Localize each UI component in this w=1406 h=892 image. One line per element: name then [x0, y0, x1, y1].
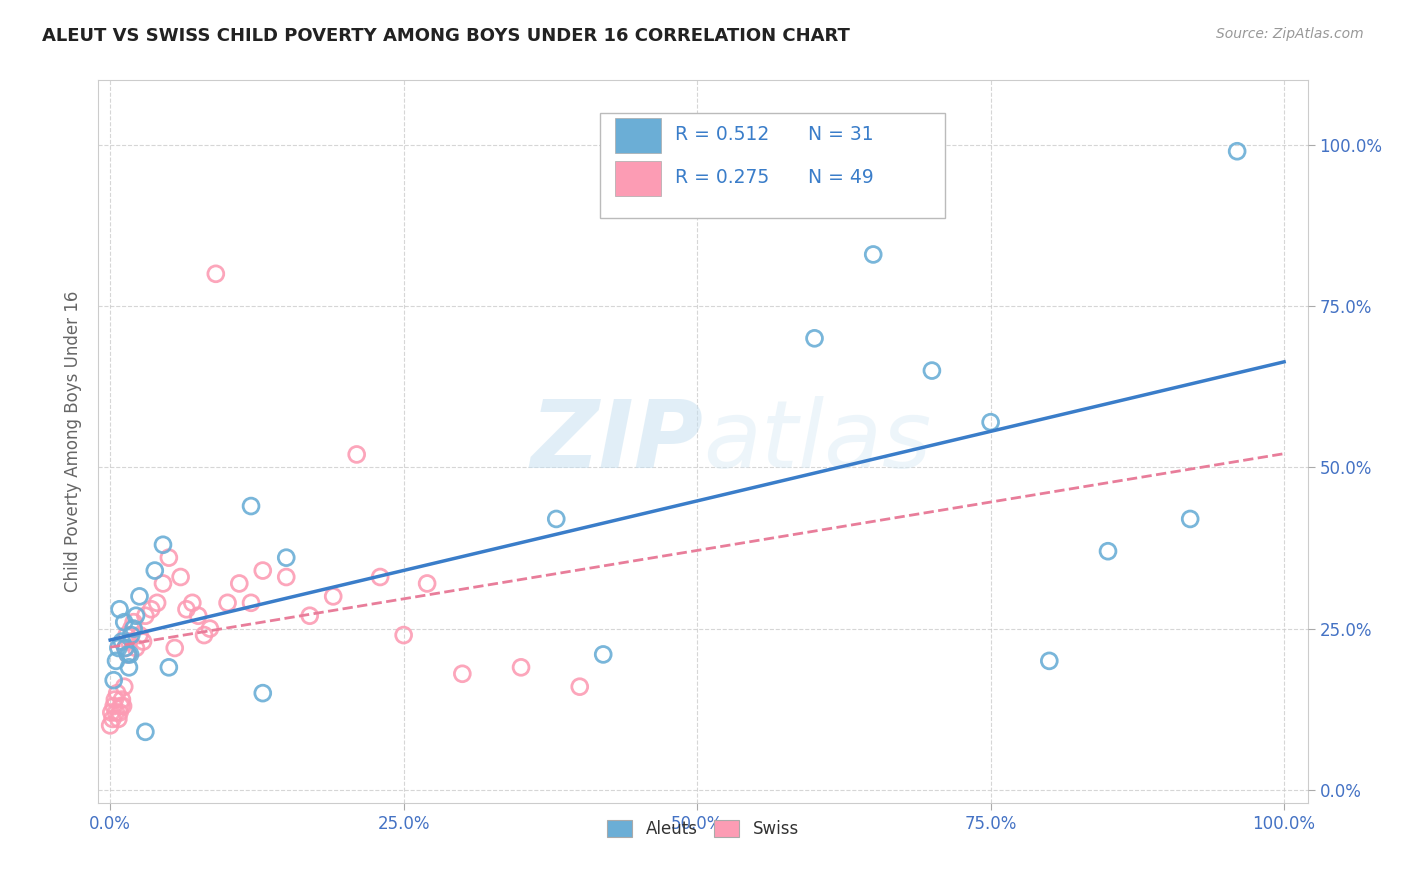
Point — [240, 596, 263, 610]
Point — [276, 570, 298, 584]
Text: N = 31: N = 31 — [808, 125, 873, 144]
Point — [1097, 544, 1119, 558]
Text: atlas: atlas — [703, 396, 931, 487]
Point — [322, 590, 344, 604]
Point — [1180, 512, 1202, 526]
Point — [176, 602, 198, 616]
Text: R = 0.512: R = 0.512 — [675, 125, 769, 144]
Point — [228, 576, 250, 591]
Point — [105, 706, 128, 720]
Point — [122, 622, 145, 636]
Point — [118, 634, 141, 648]
Point — [346, 447, 368, 461]
Point — [152, 576, 174, 591]
Point — [181, 596, 204, 610]
Point — [107, 712, 129, 726]
Legend: Aleuts, Swiss: Aleuts, Swiss — [600, 814, 806, 845]
Point — [114, 640, 136, 655]
Point — [112, 699, 135, 714]
Point — [862, 247, 884, 261]
Point — [114, 640, 136, 655]
Point — [103, 699, 125, 714]
Point — [276, 550, 298, 565]
Point — [198, 622, 221, 636]
Point — [193, 628, 215, 642]
Point — [111, 634, 134, 648]
Point — [368, 570, 391, 584]
Point — [187, 608, 209, 623]
Point — [157, 660, 180, 674]
Point — [104, 692, 127, 706]
Point — [110, 699, 132, 714]
Text: Source: ZipAtlas.com: Source: ZipAtlas.com — [1216, 27, 1364, 41]
Point — [157, 550, 180, 565]
Point — [128, 590, 150, 604]
Point — [101, 712, 124, 726]
Point — [980, 415, 1002, 429]
Point — [134, 608, 156, 623]
Point — [132, 634, 155, 648]
Point — [100, 706, 122, 720]
Point — [252, 564, 274, 578]
Point — [128, 628, 150, 642]
Point — [392, 628, 415, 642]
Point — [451, 666, 474, 681]
Point — [125, 640, 148, 655]
Point — [118, 660, 141, 674]
Point — [510, 660, 533, 674]
Point — [107, 640, 129, 655]
Point — [125, 608, 148, 623]
Point — [120, 648, 142, 662]
Point — [115, 628, 138, 642]
Point — [117, 648, 139, 662]
Y-axis label: Child Poverty Among Boys Under 16: Child Poverty Among Boys Under 16 — [65, 291, 83, 592]
Point — [112, 615, 135, 630]
Point — [298, 608, 321, 623]
Point — [240, 499, 263, 513]
Bar — [614, 118, 661, 153]
Point — [146, 596, 169, 610]
Point — [1226, 145, 1249, 159]
Point — [163, 640, 186, 655]
Point — [108, 602, 131, 616]
Point — [122, 615, 145, 630]
Text: R = 0.275: R = 0.275 — [675, 169, 769, 187]
Point — [217, 596, 239, 610]
Point — [108, 706, 131, 720]
Point — [921, 363, 943, 377]
Text: ZIP: ZIP — [530, 395, 703, 488]
Text: N = 49: N = 49 — [808, 169, 875, 187]
Point — [112, 680, 135, 694]
Point — [169, 570, 191, 584]
Point — [592, 648, 614, 662]
Point — [252, 686, 274, 700]
Point — [1038, 654, 1060, 668]
Text: ALEUT VS SWISS CHILD POVERTY AMONG BOYS UNDER 16 CORRELATION CHART: ALEUT VS SWISS CHILD POVERTY AMONG BOYS … — [42, 27, 851, 45]
Point — [120, 628, 142, 642]
Point — [143, 564, 166, 578]
Point — [134, 724, 156, 739]
Point — [105, 686, 128, 700]
Point — [546, 512, 568, 526]
Point — [416, 576, 439, 591]
Bar — [614, 161, 661, 196]
Point — [204, 267, 226, 281]
Point — [103, 673, 125, 688]
Point — [803, 331, 825, 345]
Point — [105, 654, 128, 668]
Point — [98, 718, 121, 732]
Point — [568, 680, 591, 694]
Point — [141, 602, 163, 616]
Point — [111, 692, 134, 706]
Point — [152, 538, 174, 552]
Point — [120, 622, 142, 636]
FancyBboxPatch shape — [600, 112, 945, 218]
Point — [117, 648, 139, 662]
